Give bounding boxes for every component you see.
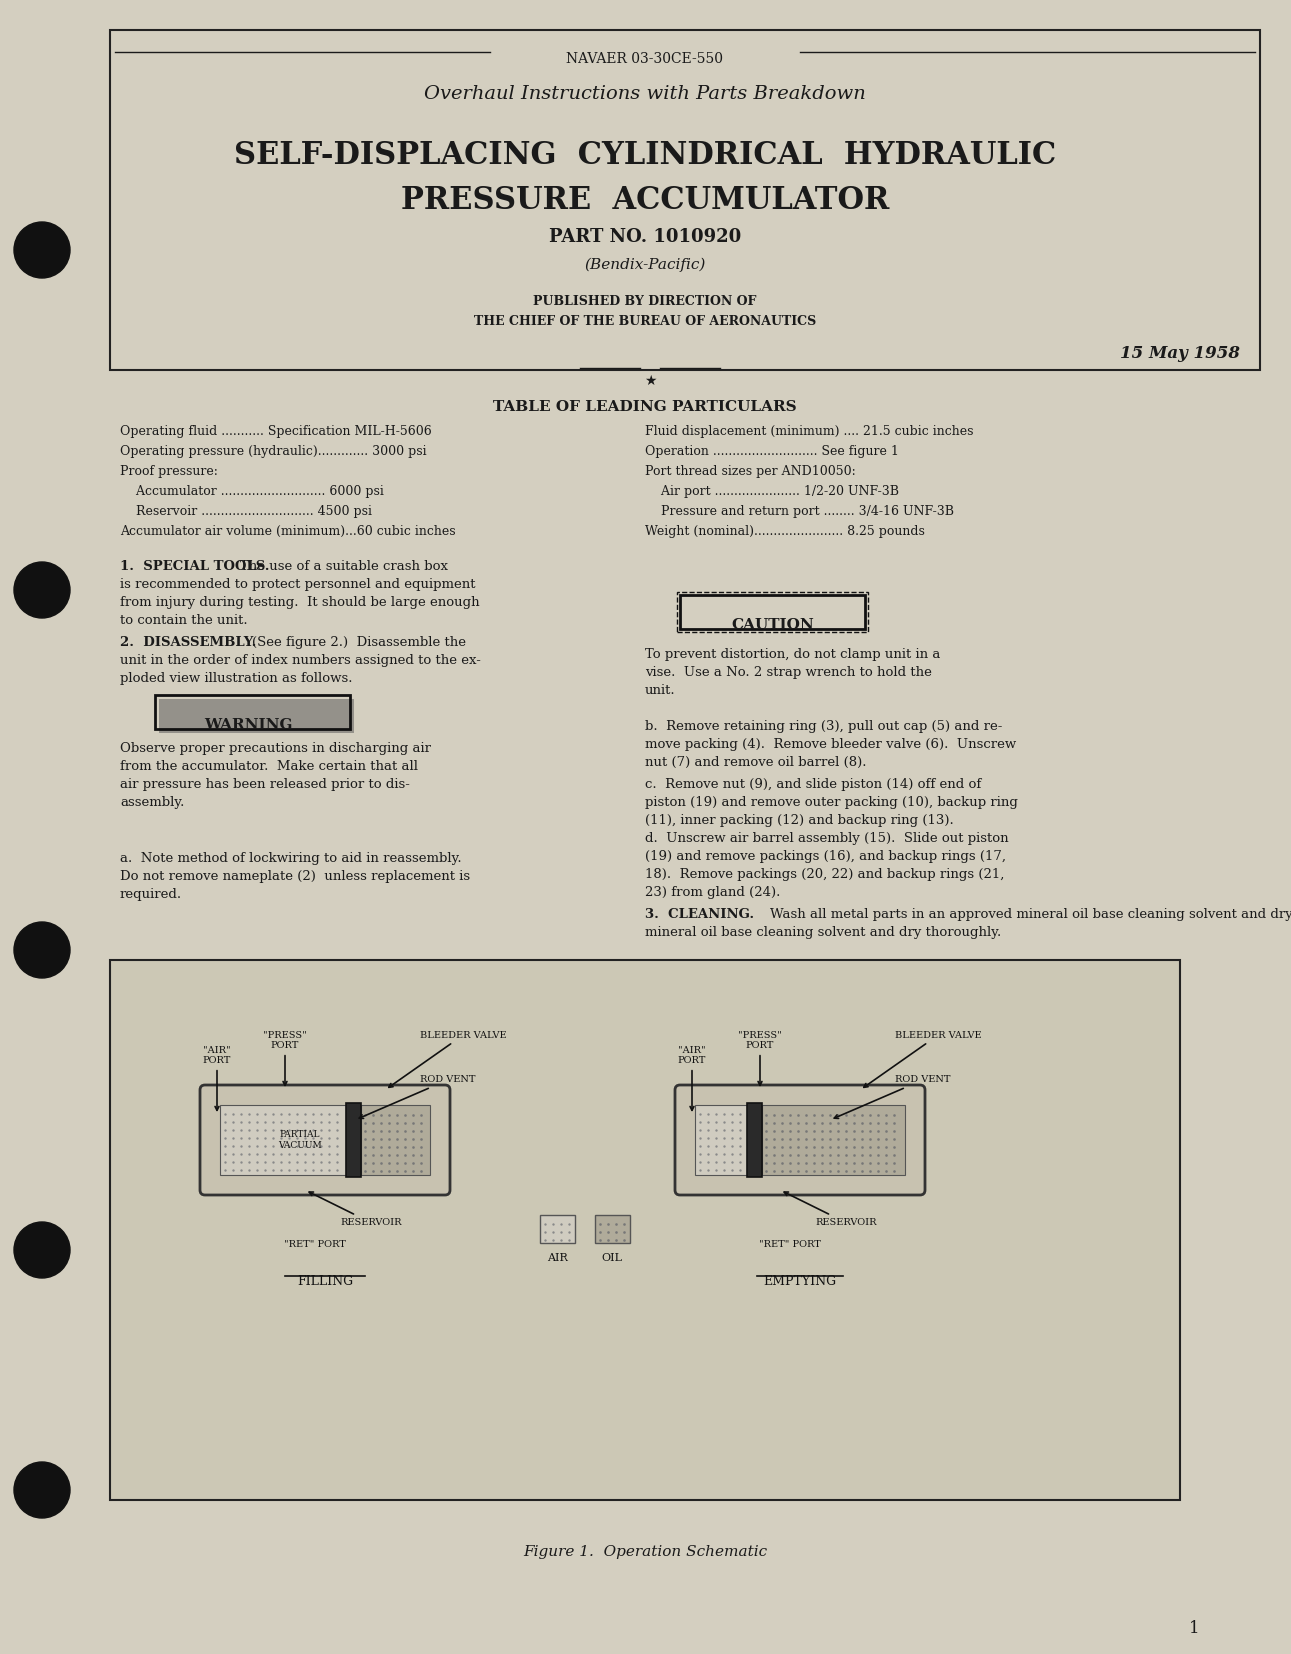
Text: Operating pressure (hydraulic)............. 3000 psi: Operating pressure (hydraulic)..........… — [120, 445, 426, 458]
Bar — [762, 1105, 905, 1174]
FancyBboxPatch shape — [200, 1085, 451, 1194]
Text: Do not remove nameplate (2)  unless replacement is: Do not remove nameplate (2) unless repla… — [120, 870, 470, 883]
Text: Fluid displacement (minimum) .... 21.5 cubic inches: Fluid displacement (minimum) .... 21.5 c… — [646, 425, 973, 438]
Text: ploded view illustration as follows.: ploded view illustration as follows. — [120, 672, 352, 685]
Text: air pressure has been released prior to dis-: air pressure has been released prior to … — [120, 777, 409, 791]
Text: 15 May 1958: 15 May 1958 — [1121, 346, 1239, 362]
Circle shape — [14, 921, 70, 978]
Text: TABLE OF LEADING PARTICULARS: TABLE OF LEADING PARTICULARS — [493, 400, 797, 414]
Text: THE CHIEF OF THE BUREAU OF AERONAUTICS: THE CHIEF OF THE BUREAU OF AERONAUTICS — [474, 314, 816, 327]
Text: RESERVOIR: RESERVOIR — [784, 1193, 877, 1227]
Text: (See figure 2.)  Disassemble the: (See figure 2.) Disassemble the — [252, 637, 466, 648]
Text: 3.  CLEANING.: 3. CLEANING. — [646, 908, 754, 921]
Text: PUBLISHED BY DIRECTION OF: PUBLISHED BY DIRECTION OF — [533, 294, 757, 308]
Text: BLEEDER VALVE: BLEEDER VALVE — [864, 1030, 981, 1087]
Text: Reservoir ............................. 4500 psi: Reservoir ............................. … — [120, 504, 372, 518]
Text: 1: 1 — [1189, 1619, 1201, 1637]
Text: RESERVOIR: RESERVOIR — [309, 1193, 402, 1227]
Text: a.  Note method of lockwiring to aid in reassembly.: a. Note method of lockwiring to aid in r… — [120, 852, 462, 865]
Text: to contain the unit.: to contain the unit. — [120, 614, 248, 627]
Text: from injury during testing.  It should be large enough: from injury during testing. It should be… — [120, 595, 480, 609]
Text: 23) from gland (24).: 23) from gland (24). — [646, 887, 780, 900]
Text: unit in the order of index numbers assigned to the ex-: unit in the order of index numbers assig… — [120, 653, 480, 667]
Text: The use of a suitable crash box: The use of a suitable crash box — [240, 561, 448, 572]
Text: Overhaul Instructions with Parts Breakdown: Overhaul Instructions with Parts Breakdo… — [425, 84, 866, 103]
Text: "AIR"
PORT: "AIR" PORT — [203, 1045, 231, 1110]
Text: WARNING: WARNING — [204, 718, 292, 733]
Text: "RET" PORT: "RET" PORT — [759, 1240, 821, 1249]
Text: piston (19) and remove outer packing (10), backup ring: piston (19) and remove outer packing (10… — [646, 796, 1017, 809]
Bar — [680, 595, 865, 629]
Text: 1.  SPECIAL TOOLS.: 1. SPECIAL TOOLS. — [120, 561, 270, 572]
Text: CAUTION: CAUTION — [732, 619, 815, 632]
Text: Port thread sizes per AND10050:: Port thread sizes per AND10050: — [646, 465, 856, 478]
Bar — [110, 959, 1180, 1500]
Text: SELF-DISPLACING  CYLINDRICAL  HYDRAULIC: SELF-DISPLACING CYLINDRICAL HYDRAULIC — [234, 141, 1056, 170]
Circle shape — [14, 1222, 70, 1279]
Text: ROD VENT: ROD VENT — [834, 1075, 950, 1118]
Text: NAVAER 03-30CE-550: NAVAER 03-30CE-550 — [567, 51, 723, 66]
Text: "PRESS"
PORT: "PRESS" PORT — [263, 1030, 307, 1085]
Text: b.  Remove retaining ring (3), pull out cap (5) and re-: b. Remove retaining ring (3), pull out c… — [646, 719, 1002, 733]
Text: assembly.: assembly. — [120, 796, 185, 809]
Text: "AIR"
PORT: "AIR" PORT — [678, 1045, 706, 1110]
Text: unit.: unit. — [646, 685, 675, 696]
Text: (11), inner packing (12) and backup ring (13).: (11), inner packing (12) and backup ring… — [646, 814, 954, 827]
Text: c.  Remove nut (9), and slide piston (14) off end of: c. Remove nut (9), and slide piston (14)… — [646, 777, 981, 791]
Text: FILLING: FILLING — [297, 1275, 352, 1288]
Bar — [540, 1216, 574, 1244]
Text: Observe proper precautions in discharging air: Observe proper precautions in dischargin… — [120, 743, 431, 754]
Text: 2.  DISASSEMBLY.: 2. DISASSEMBLY. — [120, 637, 257, 648]
Text: OIL: OIL — [602, 1254, 622, 1264]
Text: from the accumulator.  Make certain that all: from the accumulator. Make certain that … — [120, 759, 418, 772]
Text: required.: required. — [120, 888, 182, 901]
Text: Pressure and return port ........ 3/4-16 UNF-3B: Pressure and return port ........ 3/4-16… — [646, 504, 954, 518]
Text: d.  Unscrew air barrel assembly (15).  Slide out piston: d. Unscrew air barrel assembly (15). Sli… — [646, 832, 1008, 845]
Text: vise.  Use a No. 2 strap wrench to hold the: vise. Use a No. 2 strap wrench to hold t… — [646, 667, 932, 680]
Text: Wash all metal parts in an approved mineral oil base cleaning solvent and dry th: Wash all metal parts in an approved mine… — [769, 908, 1291, 921]
Text: 18).  Remove packings (20, 22) and backup rings (21,: 18). Remove packings (20, 22) and backup… — [646, 868, 1004, 882]
Bar — [747, 1103, 762, 1178]
Circle shape — [14, 222, 70, 278]
Bar — [219, 1105, 346, 1174]
Bar — [595, 1216, 630, 1244]
Text: PARTIAL
VACUUM: PARTIAL VACUUM — [278, 1130, 321, 1150]
Bar — [361, 1105, 430, 1174]
Text: mineral oil base cleaning solvent and dry thoroughly.: mineral oil base cleaning solvent and dr… — [646, 926, 1002, 939]
Circle shape — [14, 562, 70, 619]
Text: (Bendix-Pacific): (Bendix-Pacific) — [585, 258, 706, 273]
Bar — [346, 1103, 361, 1178]
Text: PRESSURE  ACCUMULATOR: PRESSURE ACCUMULATOR — [400, 185, 889, 217]
Text: Operation ........................... See figure 1: Operation ........................... Se… — [646, 445, 899, 458]
Text: is recommended to protect personnel and equipment: is recommended to protect personnel and … — [120, 577, 475, 590]
Text: "PRESS"
PORT: "PRESS" PORT — [738, 1030, 782, 1085]
Bar — [676, 592, 868, 632]
Text: EMPTYING: EMPTYING — [763, 1275, 837, 1288]
Text: Figure 1.  Operation Schematic: Figure 1. Operation Schematic — [523, 1545, 767, 1560]
Text: Accumulator air volume (minimum)...60 cubic inches: Accumulator air volume (minimum)...60 cu… — [120, 524, 456, 538]
Circle shape — [14, 1462, 70, 1518]
Bar — [159, 700, 354, 733]
Text: AIR: AIR — [546, 1254, 567, 1264]
Text: Operating fluid ........... Specification MIL-H-5606: Operating fluid ........... Specificatio… — [120, 425, 431, 438]
Text: Accumulator ........................... 6000 psi: Accumulator ........................... … — [120, 485, 383, 498]
Text: move packing (4).  Remove bleeder valve (6).  Unscrew: move packing (4). Remove bleeder valve (… — [646, 738, 1016, 751]
Text: Weight (nominal)....................... 8.25 pounds: Weight (nominal)....................... … — [646, 524, 924, 538]
Text: Proof pressure:: Proof pressure: — [120, 465, 218, 478]
Text: ★: ★ — [644, 374, 656, 389]
Text: PART NO. 1010920: PART NO. 1010920 — [549, 228, 741, 246]
FancyBboxPatch shape — [675, 1085, 924, 1194]
Text: BLEEDER VALVE: BLEEDER VALVE — [389, 1030, 506, 1087]
Bar — [110, 30, 1260, 370]
Text: ROD VENT: ROD VENT — [359, 1075, 475, 1118]
Text: "RET" PORT: "RET" PORT — [284, 1240, 346, 1249]
Text: To prevent distortion, do not clamp unit in a: To prevent distortion, do not clamp unit… — [646, 648, 940, 662]
Text: (19) and remove packings (16), and backup rings (17,: (19) and remove packings (16), and backu… — [646, 850, 1006, 863]
Bar — [155, 695, 350, 729]
Bar — [695, 1105, 747, 1174]
Text: Air port ...................... 1/2-20 UNF-3B: Air port ...................... 1/2-20 U… — [646, 485, 899, 498]
Text: nut (7) and remove oil barrel (8).: nut (7) and remove oil barrel (8). — [646, 756, 866, 769]
